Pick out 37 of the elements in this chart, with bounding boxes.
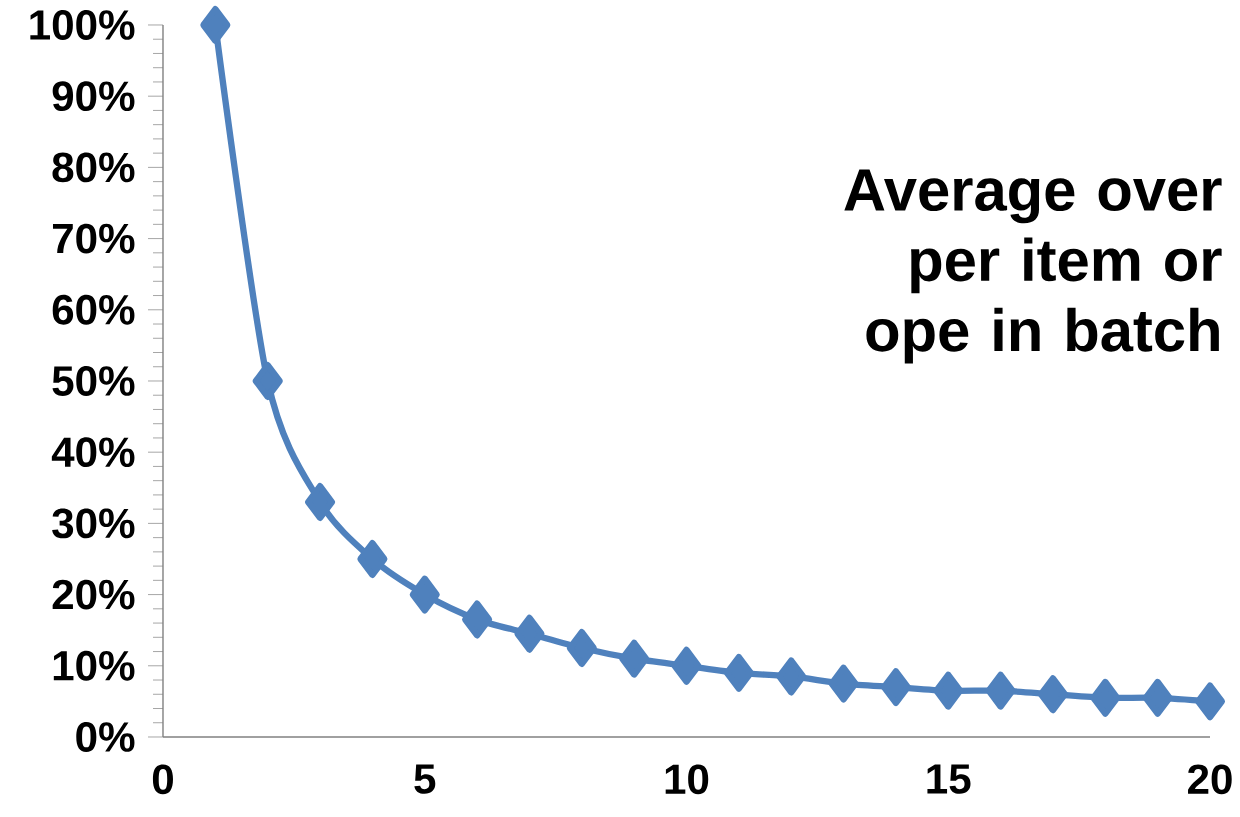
x-tick-label: 15	[927, 764, 971, 794]
point	[305, 483, 336, 522]
y-tick-label: 50%	[52, 366, 135, 396]
point	[409, 575, 440, 614]
point	[1090, 678, 1121, 717]
point	[828, 664, 859, 703]
x-tick-label: 0	[152, 764, 173, 795]
point	[985, 671, 1016, 710]
x-tick-label: 20	[1188, 764, 1232, 795]
point	[671, 646, 702, 685]
point	[933, 671, 964, 710]
x-tick-label: 10	[665, 764, 709, 795]
point	[1194, 682, 1226, 721]
point	[619, 639, 650, 678]
y-tick-label: 80%	[52, 152, 135, 183]
y-tick-label: 40%	[51, 437, 135, 468]
point	[357, 540, 388, 578]
y-tick-label: 60%	[52, 294, 135, 325]
point	[1142, 678, 1173, 717]
y-tick-label: 90%	[52, 81, 135, 112]
point	[252, 362, 283, 400]
x-tick-label: 5	[414, 764, 436, 794]
y-tick-label: 70%	[52, 223, 135, 254]
y-tick-label: 10%	[53, 650, 135, 681]
y-tick-label: 30%	[52, 508, 135, 539]
point	[566, 628, 597, 667]
y-tick-label: 100%	[30, 10, 135, 40]
point	[723, 653, 754, 692]
y-tick-label: 0%	[76, 722, 135, 752]
point	[462, 600, 493, 639]
point	[776, 657, 807, 696]
point	[880, 668, 911, 707]
point	[1037, 675, 1068, 714]
y-tick-label: 20%	[52, 579, 135, 610]
annotation: Average over per item or ope in batch	[844, 169, 1222, 364]
point	[514, 614, 545, 653]
point	[200, 6, 231, 44]
